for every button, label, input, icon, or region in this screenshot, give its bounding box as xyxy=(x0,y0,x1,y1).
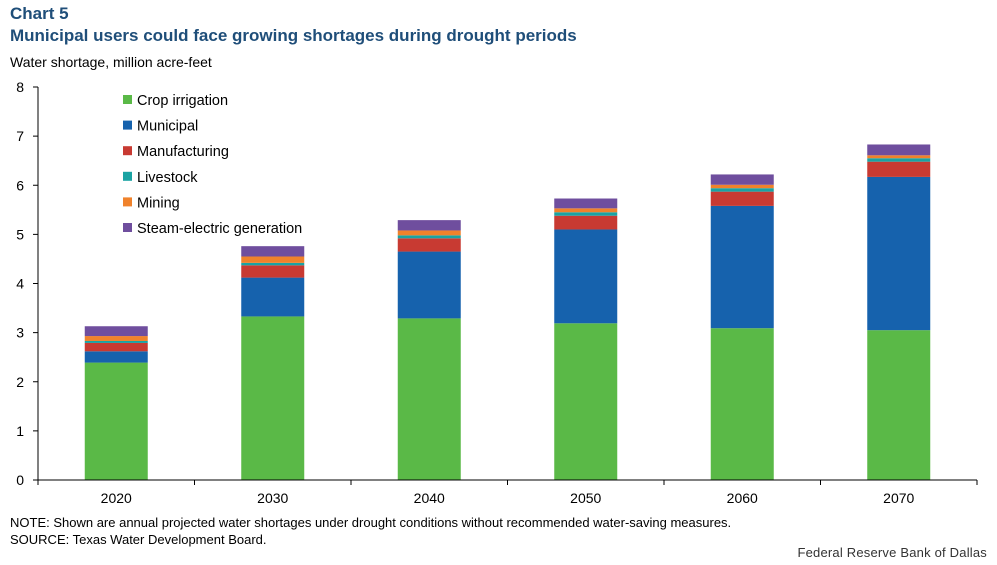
bar-segment xyxy=(241,246,305,257)
footnote: NOTE: Shown are annual projected water s… xyxy=(10,515,732,530)
bar-segment xyxy=(710,191,774,206)
bar-segment xyxy=(241,262,305,266)
bar-segment xyxy=(84,342,148,352)
x-tick-label: 2070 xyxy=(883,490,914,506)
bar-segment xyxy=(710,188,774,192)
bar-segment xyxy=(554,212,618,216)
legend-swatch xyxy=(123,171,132,181)
y-axis-label: Water shortage, million acre-feet xyxy=(10,54,212,70)
credit-line: Federal Reserve Bank of Dallas xyxy=(797,545,987,560)
legend-swatch xyxy=(123,146,132,156)
bar-segment xyxy=(397,318,461,480)
bars-layer xyxy=(84,144,931,480)
legend-label: Municipal xyxy=(137,119,198,135)
y-tick-label: 6 xyxy=(16,177,24,193)
x-tick-label: 2020 xyxy=(101,490,132,506)
bar-segment xyxy=(241,265,305,278)
y-tick-label: 5 xyxy=(16,226,24,242)
x-tick-label: 2050 xyxy=(570,490,601,506)
x-tick-label: 2060 xyxy=(727,490,758,506)
bar-segment xyxy=(867,330,931,480)
bar-segment xyxy=(710,174,774,185)
legend-label: Mining xyxy=(137,195,180,211)
bar-segment xyxy=(397,238,461,252)
bar-segment xyxy=(867,158,931,162)
legend-swatch xyxy=(123,197,132,207)
bar-segment xyxy=(397,230,461,236)
bar-segment xyxy=(710,184,774,189)
bar-segment xyxy=(397,235,461,239)
bar-segment xyxy=(84,326,148,337)
y-tick-label: 4 xyxy=(16,276,24,292)
bar-segment xyxy=(867,176,931,331)
legend-label: Manufacturing xyxy=(137,144,229,160)
bar-segment xyxy=(84,340,148,343)
chart-title: Municipal users could face growing short… xyxy=(10,26,577,45)
bar-segment xyxy=(84,362,148,480)
y-tick-label: 7 xyxy=(16,128,24,144)
bar-segment xyxy=(554,208,618,213)
legend: Crop irrigation Municipal Manufacturing Liv… xyxy=(123,93,302,237)
y-tick-label: 2 xyxy=(16,374,24,390)
legend-swatch xyxy=(123,95,132,104)
bar-segment xyxy=(397,220,461,231)
legend-label: Steam-electric generation xyxy=(137,221,302,237)
chart-number: Chart 5 xyxy=(10,4,69,23)
x-tick-label: 2040 xyxy=(414,490,445,506)
y-tick-label: 3 xyxy=(16,325,24,341)
bar-segment xyxy=(867,155,931,159)
bar-segment xyxy=(241,316,305,480)
bar-segment xyxy=(867,144,931,156)
y-tick-label: 0 xyxy=(16,472,24,488)
bar-segment xyxy=(554,198,618,209)
x-tick-label: 2030 xyxy=(257,490,288,506)
bar-segment xyxy=(241,277,305,317)
bar-segment xyxy=(554,229,618,324)
bar-segment xyxy=(867,161,931,177)
bar-segment xyxy=(84,351,148,363)
bar-segment xyxy=(241,256,305,263)
legend-swatch xyxy=(123,223,132,232)
legend-swatch xyxy=(123,120,132,130)
legend-label: Crop irrigation xyxy=(137,93,228,109)
source-note: SOURCE: Texas Water Development Board. xyxy=(10,532,267,547)
bar-segment xyxy=(554,323,618,480)
bar-segment xyxy=(397,251,461,319)
y-tick-label: 8 xyxy=(16,79,24,95)
bar-segment xyxy=(84,336,148,341)
bar-segment xyxy=(554,215,618,230)
legend-label: Livestock xyxy=(137,170,198,186)
y-tick-label: 1 xyxy=(16,423,24,439)
bar-segment xyxy=(710,205,774,329)
axes-layer: 2020 2030 2040 2050 2060 2070 0 1 2 3 4 5 6 7 8 xyxy=(16,79,978,506)
bar-segment xyxy=(710,328,774,480)
